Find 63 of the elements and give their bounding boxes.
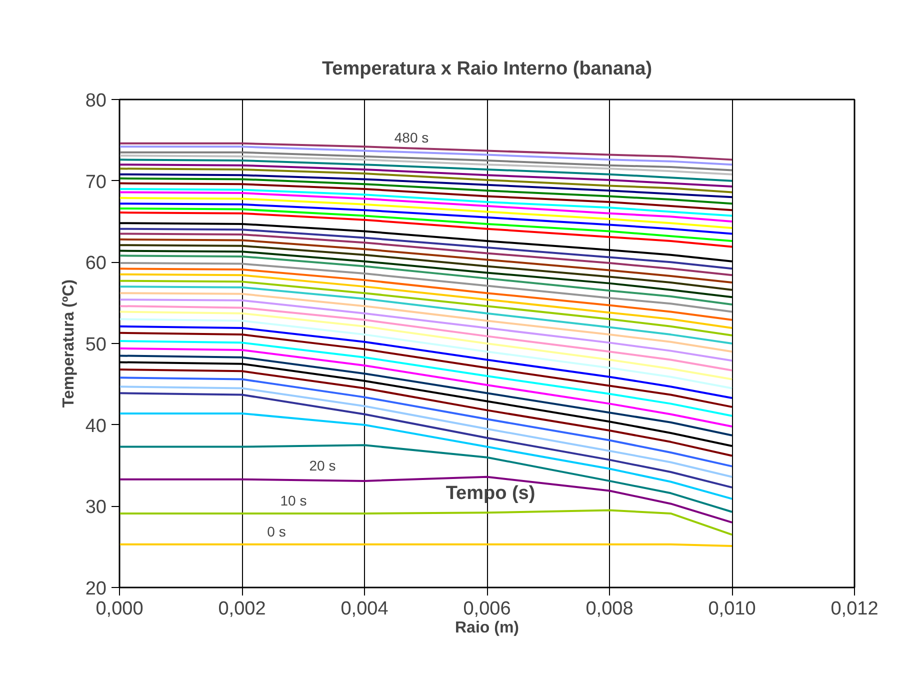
line-series (120, 310, 733, 380)
line-series (120, 250, 733, 298)
annotation: 0 s (267, 524, 286, 540)
line-series (120, 188, 733, 217)
x-tick-label: 0,000 (96, 598, 144, 620)
y-tick-label: 40 (85, 416, 107, 437)
line-series (120, 254, 733, 306)
line-series (120, 354, 733, 436)
line-series (120, 280, 733, 336)
line-series (120, 142, 733, 161)
y-tick-label: 80 (85, 90, 107, 112)
x-axis-title: Raio (m) (455, 620, 519, 636)
line-series (120, 228, 733, 270)
line-series (120, 444, 733, 513)
line-series (120, 202, 733, 235)
line-series (120, 318, 733, 390)
annotation: 20 s (309, 458, 336, 474)
y-tick-label: 20 (85, 578, 107, 600)
y-tick-label: 60 (85, 253, 107, 274)
line-series (120, 368, 733, 457)
x-tick-label: 0,002 (218, 598, 266, 620)
line-series (120, 262, 733, 313)
line-series (120, 196, 733, 230)
line-series (120, 292, 733, 353)
line-series (120, 207, 733, 242)
line-series (120, 268, 733, 321)
line-series (120, 273, 733, 330)
line-series (120, 158, 733, 182)
line-series (120, 164, 733, 188)
chart-title: Temperatura x Raio Interno (banana) (322, 58, 652, 80)
annotation: 480 s (394, 130, 429, 146)
x-tick-label: 0,004 (340, 598, 389, 620)
x-tick-label: 0,006 (463, 598, 511, 620)
line-series (120, 177, 733, 205)
line-series (120, 476, 733, 524)
line-series (120, 146, 733, 166)
line-series (120, 212, 733, 248)
x-tick-label: 0,010 (708, 598, 756, 620)
annotation: 10 s (280, 492, 307, 508)
x-tick-label: 0,008 (586, 598, 634, 620)
line-series (120, 509, 733, 536)
line-series (120, 168, 733, 194)
line-series (120, 305, 733, 372)
line-series (120, 298, 733, 362)
x-tick-label: 0,012 (830, 598, 878, 620)
line-series (120, 232, 733, 276)
line-series (120, 244, 733, 291)
line-series (120, 340, 733, 417)
line-series (120, 332, 733, 408)
line-series (120, 325, 733, 399)
line-series (120, 173, 733, 198)
line-series (120, 286, 733, 344)
y-tick-label: 30 (85, 497, 107, 518)
line-series (120, 182, 733, 212)
y-tick-label: 70 (85, 172, 107, 193)
line-series (120, 191, 733, 222)
line-series (120, 386, 733, 478)
line-series (120, 347, 733, 428)
line-series (120, 151, 733, 172)
y-axis-title: Temperatura (ºC) (60, 279, 78, 408)
y-tick-label: 50 (85, 334, 107, 356)
line-series (120, 238, 733, 284)
line-series (120, 154, 733, 176)
